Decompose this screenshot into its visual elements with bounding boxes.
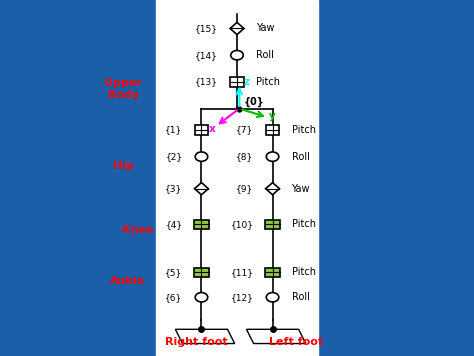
FancyBboxPatch shape [195, 125, 208, 135]
FancyBboxPatch shape [230, 77, 244, 87]
FancyBboxPatch shape [193, 268, 210, 277]
Text: {5}: {5} [165, 268, 182, 277]
Circle shape [195, 293, 208, 302]
Circle shape [231, 51, 243, 60]
Text: {10}: {10} [230, 220, 254, 229]
Polygon shape [194, 183, 209, 195]
Polygon shape [246, 329, 306, 344]
Polygon shape [265, 183, 280, 195]
Text: {3}: {3} [165, 184, 182, 193]
Polygon shape [230, 22, 244, 35]
Text: Yaw: Yaw [256, 23, 274, 33]
Bar [0, 0, 156, 356]
Text: {9}: {9} [237, 184, 254, 193]
Text: Roll: Roll [292, 292, 310, 302]
Text: Right foot: Right foot [165, 337, 228, 347]
FancyBboxPatch shape [266, 125, 279, 135]
Text: Roll: Roll [292, 152, 310, 162]
Text: z: z [243, 78, 249, 88]
Text: {12}: {12} [231, 293, 254, 302]
Text: {8}: {8} [237, 152, 254, 161]
Text: Hip: Hip [113, 161, 134, 171]
Text: x: x [209, 124, 215, 134]
Text: {11}: {11} [230, 268, 254, 277]
Circle shape [195, 152, 208, 161]
Circle shape [266, 152, 279, 161]
Text: {4}: {4} [165, 220, 182, 229]
Text: {15}: {15} [195, 24, 218, 33]
Text: Upper
Body: Upper Body [104, 78, 142, 100]
Text: Pitch: Pitch [292, 125, 316, 135]
Bar [156, 0, 318, 356]
Text: {13}: {13} [195, 77, 218, 87]
Text: Left foot: Left foot [269, 337, 323, 347]
Text: Roll: Roll [256, 50, 274, 60]
FancyBboxPatch shape [264, 220, 281, 229]
Text: Ankle: Ankle [110, 276, 146, 286]
Text: Yaw: Yaw [292, 184, 310, 194]
Text: y: y [269, 111, 276, 121]
Text: Pitch: Pitch [292, 219, 316, 229]
Text: Pitch: Pitch [256, 77, 280, 87]
FancyBboxPatch shape [264, 268, 281, 277]
Text: {14}: {14} [195, 51, 218, 60]
Text: {1}: {1} [165, 125, 182, 135]
Bar [318, 0, 474, 356]
Text: Knee: Knee [122, 225, 153, 235]
Text: {7}: {7} [237, 125, 254, 135]
Text: {2}: {2} [165, 152, 182, 161]
Text: {6}: {6} [165, 293, 182, 302]
Text: Pitch: Pitch [292, 267, 316, 277]
Circle shape [266, 293, 279, 302]
FancyBboxPatch shape [193, 220, 210, 229]
Polygon shape [175, 329, 235, 344]
Text: {0}: {0} [244, 97, 265, 107]
